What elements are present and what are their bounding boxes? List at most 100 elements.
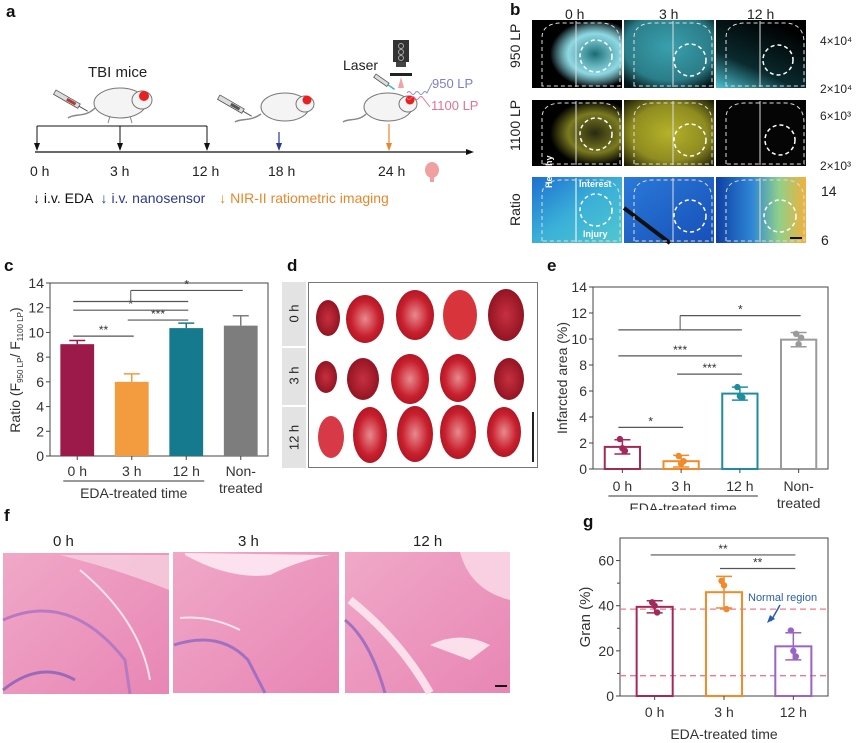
y-tick-label: 2 (36, 423, 44, 439)
chart-c: 0 2 4 6 8 10 12 14 0 h 3 h 12 h Non-treated EDA-trea… (7, 275, 269, 501)
timepoint-label: 0 h (30, 163, 50, 179)
y-tick-label: 2 (579, 435, 587, 451)
row-label-ratio: Ratio (507, 193, 523, 226)
timepoint-label: 18 h (268, 163, 296, 179)
plot-frame (592, 286, 829, 470)
syringe-icon (52, 89, 88, 112)
colorbar-1100-min: 2×10³ (820, 159, 852, 173)
panel-f-he-images (2, 552, 510, 695)
bar (223, 325, 258, 456)
he-image-12h (344, 552, 510, 695)
y-tick-label: 20 (598, 643, 614, 659)
colorbar-ratio-max: 14 (821, 183, 837, 199)
significance-label: *** (702, 361, 716, 375)
x-group-label: EDA-treated time (80, 485, 188, 501)
significance-label: * (648, 414, 653, 428)
colorbar-ratio-min: 6 (821, 232, 829, 248)
healthy-annotation: Healthy (544, 155, 554, 188)
y-tick-label: 0 (606, 688, 614, 704)
panel-d-label: d (287, 256, 298, 275)
row-label-1100: 1100 LP (507, 99, 523, 151)
y-axis-label: Ratio (F950 LP/ F1100 LP) (7, 307, 25, 432)
x-tick-label: treated (777, 495, 821, 510)
data-point (675, 452, 682, 460)
he-image-3h (173, 552, 339, 694)
panel-d-row-labels: 0 h 3 h 12 h (282, 282, 306, 468)
significance-label: * (738, 303, 743, 317)
image-ratio-0h (532, 177, 622, 243)
y-tick-label: 4 (36, 399, 44, 415)
bar (169, 328, 204, 456)
nanosensor-arrow-icon (276, 143, 282, 151)
y-tick-label: 14 (28, 275, 44, 291)
panel-f-label: f (4, 506, 10, 525)
x-tick-label: 12 h (173, 463, 200, 479)
y-tick-label: 0 (36, 448, 44, 464)
colorbar-1100-max: 6×10³ (820, 109, 852, 123)
image-ratio-12h (716, 177, 806, 243)
data-point (723, 605, 730, 613)
significance-label: * (128, 297, 133, 311)
panel-b-label: b (510, 0, 521, 19)
legend-item-eda: i.v. EDA (43, 190, 93, 206)
he-image-0h (2, 553, 169, 695)
normal-region-annotation: Normal region (748, 592, 817, 604)
image-1100-3h (624, 100, 714, 166)
x-tick-label: 3 h (671, 478, 690, 494)
x-tick-label: 3 h (122, 463, 141, 479)
eda-arrow-icon (117, 143, 123, 151)
data-point (790, 647, 797, 655)
panel-c-label: c (4, 256, 14, 275)
timeline-arrowhead-icon (466, 149, 474, 155)
y-tick-label: 12 (28, 300, 44, 316)
column-header: 12 h (747, 6, 775, 22)
ccd-camera-icon (390, 40, 412, 88)
legend-item-nanosensor: i.v. nanosensor (111, 190, 206, 206)
imaging-arrow-icon (386, 143, 392, 151)
legend-arrow-icon: ↓ (100, 190, 108, 206)
y-tick-label: 6 (579, 383, 587, 399)
image-1100-12h (716, 100, 806, 166)
y-tick-label: 12 (571, 305, 587, 321)
image-950-3h (624, 20, 714, 88)
injury-annotation: Injury (583, 229, 608, 239)
x-tick-label: 12 h (780, 704, 807, 720)
timepoint-label: 12 h (192, 163, 220, 179)
y-axis-label: Gran (%) (577, 587, 594, 648)
panel-a-legend: ↓ i.v. EDA ↓ i.v. nanosensor ↓ NIR-II ra… (33, 190, 389, 206)
annotation-arrowhead-icon (767, 615, 775, 623)
timepoint-label: 3 h (110, 163, 130, 179)
column-header: 0 h (53, 533, 74, 550)
plot-frame (619, 537, 829, 697)
column-header: 3 h (659, 6, 679, 22)
mouse-icon (67, 87, 153, 124)
y-tick-label: 4 (579, 409, 587, 425)
bar (780, 338, 818, 471)
image-950-0h (532, 20, 622, 88)
x-axis-label: EDA-treated time (670, 726, 778, 742)
x-tick-label: 12 h (726, 478, 753, 494)
row-label-3h: 3 h (286, 366, 302, 385)
colorbar-950-max: 4×10⁴ (820, 34, 853, 48)
emission-wave-950 (406, 82, 433, 95)
y-tick-label: 10 (28, 324, 44, 340)
panel-b-image-grid (532, 20, 806, 245)
y-tick-label: 14 (571, 279, 587, 295)
y-tick-label: 10 (571, 331, 587, 347)
data-point (795, 341, 802, 348)
x-tick-label: 0 h (68, 463, 87, 479)
syringe-icon (216, 94, 252, 117)
image-ratio-3h (622, 177, 714, 245)
data-point (651, 602, 658, 609)
y-tick-label: 8 (36, 349, 44, 365)
x-group-label: EDA-treated time (629, 500, 737, 510)
eda-arrow-icon (204, 143, 210, 151)
x-tick-label: 3 h (714, 704, 733, 720)
column-header: 12 h (413, 533, 443, 550)
data-point (787, 627, 795, 634)
filter-950-label: 950 LP (432, 76, 474, 91)
data-point (797, 334, 805, 341)
chart-e: 0 2 4 6 8 10 12 14 0 h 3 h 12 h Non-treated EDA-trea… (554, 279, 829, 510)
data-point (792, 653, 800, 660)
legend-arrow-icon: ↓ (33, 190, 40, 206)
